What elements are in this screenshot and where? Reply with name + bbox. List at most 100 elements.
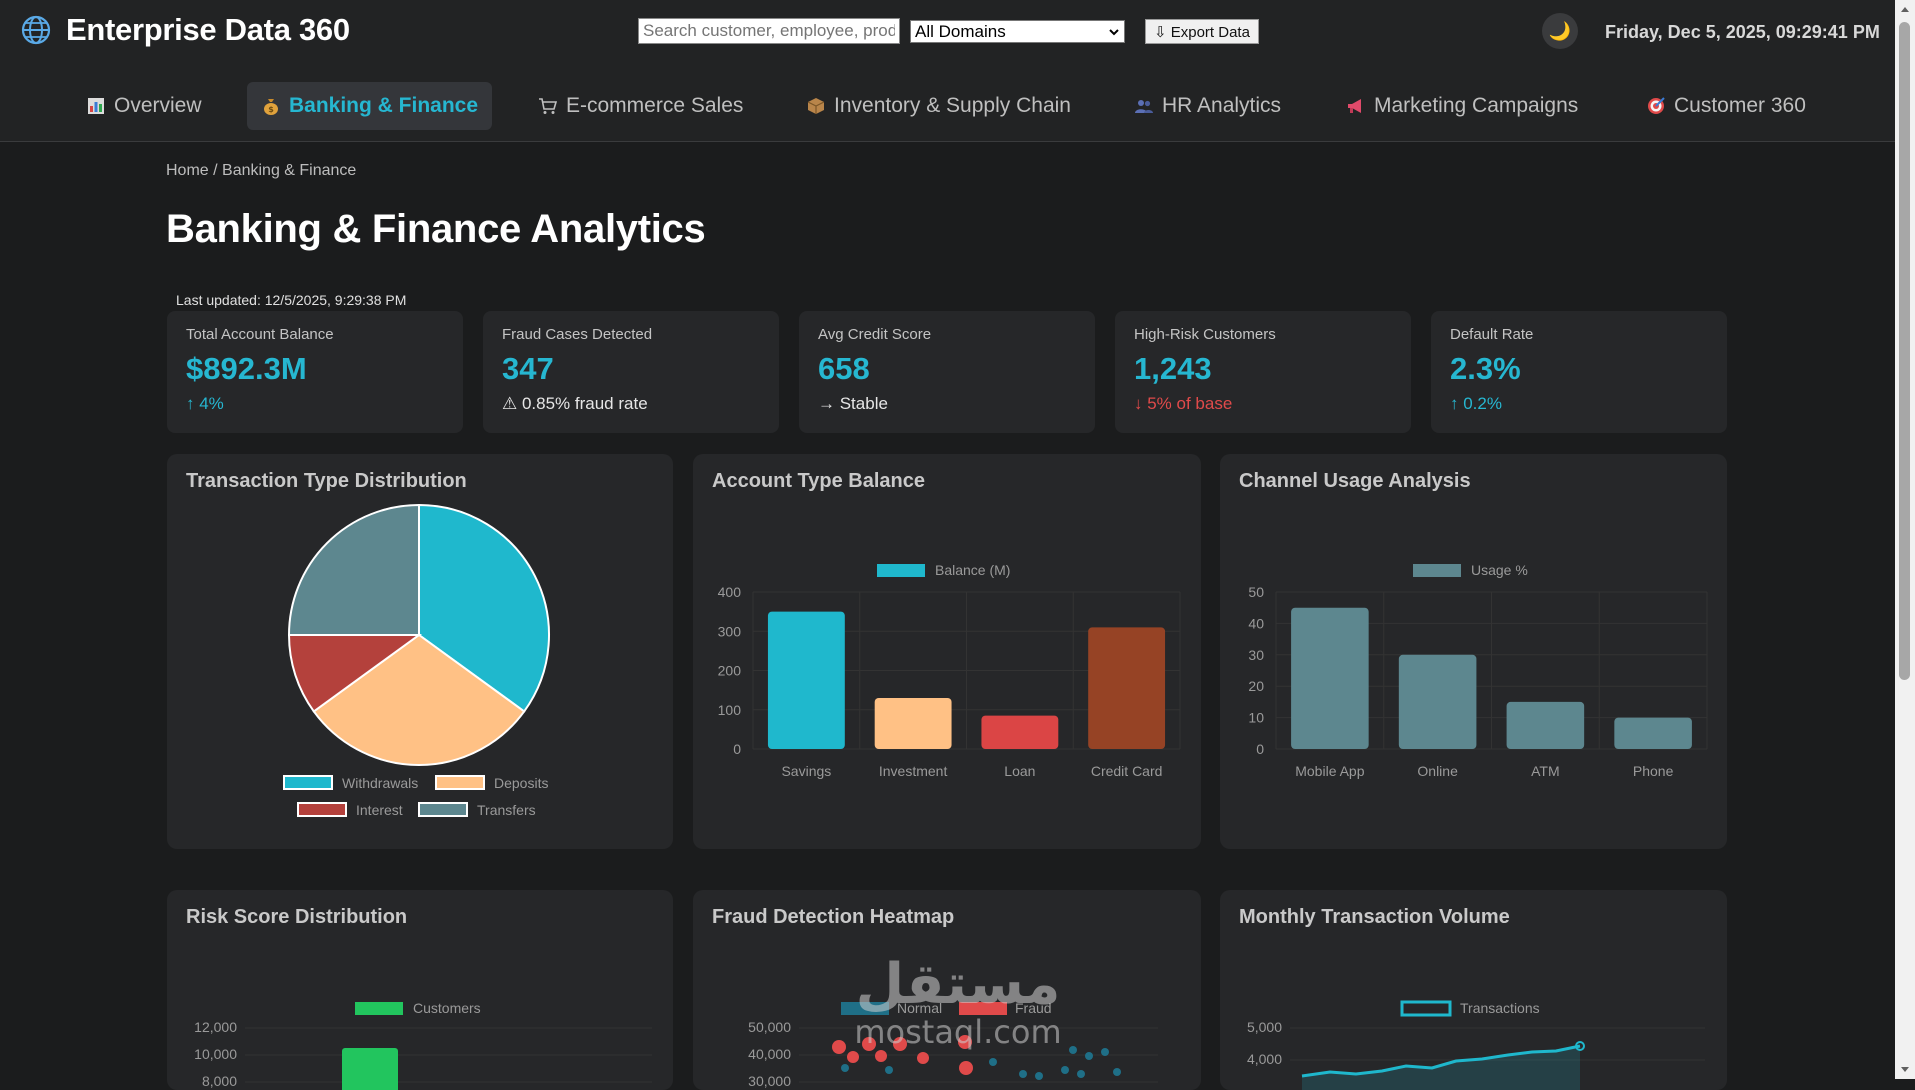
tab-ecommerce-sales[interactable]: E-commerce Sales xyxy=(524,82,757,130)
tab-marketing-campaigns[interactable]: Marketing Campaigns xyxy=(1332,82,1592,130)
kpi-label: Avg Credit Score xyxy=(818,326,932,343)
bar-investment xyxy=(874,697,952,749)
tab-overview[interactable]: Overview xyxy=(72,82,216,130)
legend-label: Balance (M) xyxy=(935,562,1010,578)
kpi-label: High-Risk Customers xyxy=(1134,326,1276,343)
legend-label: Normal xyxy=(897,1000,942,1016)
legend-label: Transactions xyxy=(1460,1000,1540,1016)
x-tick-label: Online xyxy=(1417,763,1458,779)
target-icon xyxy=(1648,97,1665,114)
kpi-label: Total Account Balance xyxy=(186,326,334,343)
page-title: Banking & Finance Analytics xyxy=(166,207,706,251)
fraud-point xyxy=(958,1035,972,1049)
chart-card-risk-score: Risk Score Distribution Customers 12,000… xyxy=(167,890,673,1090)
y-tick-label: 0 xyxy=(733,741,741,757)
fraud-point xyxy=(832,1040,846,1054)
x-tick-label: Mobile App xyxy=(1295,763,1364,779)
y-tick-label: 5,000 xyxy=(1247,1019,1282,1035)
kpi-card-credit-score: Avg Credit Score 658 → Stable xyxy=(799,311,1095,433)
y-tick-label: 50 xyxy=(1248,584,1264,600)
tab-label: E-commerce Sales xyxy=(566,94,744,117)
fraud-point xyxy=(847,1051,859,1063)
tab-banking-finance[interactable]: $ Banking & Finance xyxy=(247,82,493,130)
normal-point xyxy=(841,1064,849,1072)
tab-inventory-supply-chain[interactable]: Inventory & Supply Chain xyxy=(792,82,1085,130)
brand: Enterprise Data 360 xyxy=(20,12,350,48)
last-updated: Last updated: 12/5/2025, 9:29:38 PM xyxy=(176,292,407,308)
y-tick-label: 12,000 xyxy=(194,1019,237,1035)
bar-chart: 0 10 20 30 40 50 Mobile App Online ATM Phone Usage… xyxy=(1248,562,1708,779)
scrollbar-thumb[interactable] xyxy=(1899,22,1910,680)
tab-label: Banking & Finance xyxy=(289,94,479,117)
bar-online xyxy=(1398,654,1477,749)
domain-select-value: All Domains xyxy=(915,21,1006,41)
chart-title: Account Type Balance xyxy=(712,470,926,492)
kpi-label: Fraud Cases Detected xyxy=(502,326,653,343)
vertical-scrollbar[interactable] xyxy=(1895,0,1915,1079)
y-tick-label: 10,000 xyxy=(194,1046,237,1062)
kpi-value: 658 xyxy=(818,351,870,386)
x-tick-label: ATM xyxy=(1531,763,1560,779)
normal-point xyxy=(1085,1052,1093,1060)
bar-savings xyxy=(767,611,845,749)
fraud-point xyxy=(893,1037,907,1051)
kpi-trend: ↓ 5% of base xyxy=(1134,394,1233,413)
y-tick-label: 50,000 xyxy=(748,1019,791,1035)
chart-card-fraud-heatmap: Fraud Detection Heatmap Normal Fraud 50,… xyxy=(693,890,1201,1090)
kpi-trend: → Stable xyxy=(818,394,888,413)
scatter-chart: Normal Fraud 50,000 40,000 30,000 xyxy=(748,1000,1158,1089)
tab-label: Marketing Campaigns xyxy=(1374,94,1579,117)
normal-point xyxy=(1113,1068,1121,1076)
bar-credit-card xyxy=(1088,627,1166,749)
kpi-label: Default Rate xyxy=(1450,326,1534,343)
package-icon xyxy=(807,98,825,114)
y-tick-label: 100 xyxy=(718,702,742,718)
pie-slice-deposits xyxy=(312,633,526,766)
megaphone-icon xyxy=(1348,99,1361,113)
chart-card-monthly-volume: Monthly Transaction Volume Transactions … xyxy=(1220,890,1727,1090)
bar-phone xyxy=(1614,717,1692,749)
search-input[interactable] xyxy=(638,18,900,44)
kpi-card-total-balance: Total Account Balance $892.3M ↑ 4% xyxy=(167,311,463,433)
chart-card-account-balance: Account Type Balance 0 100 200 300 400 Saving… xyxy=(693,454,1201,849)
legend-swatch xyxy=(283,775,333,790)
y-tick-label: 20 xyxy=(1248,678,1264,694)
current-datetime: Friday, Dec 5, 2025, 09:29:41 PM xyxy=(1605,22,1880,42)
scroll-down-arrow-icon[interactable] xyxy=(1899,1063,1911,1075)
kpi-card-high-risk: High-Risk Customers 1,243 ↓ 5% of base xyxy=(1115,311,1411,433)
y-tick-label: 0 xyxy=(1256,741,1264,757)
x-tick-label: Investment xyxy=(879,763,948,779)
main-nav: Overview $ Banking & Finance E-commerce … xyxy=(0,62,1895,142)
people-icon xyxy=(1135,100,1153,113)
kpi-card-fraud-cases: Fraud Cases Detected 347 ⚠ 0.85% fraud r… xyxy=(483,311,779,433)
legend-label: Fraud xyxy=(1015,1000,1052,1016)
y-tick-label: 400 xyxy=(718,584,742,600)
normal-point xyxy=(1061,1066,1069,1074)
chart-title: Risk Score Distribution xyxy=(186,906,408,928)
theme-toggle-button[interactable]: 🌙 xyxy=(1542,13,1578,49)
bar-chart: Customers 12,000 10,000 8,000 xyxy=(194,1000,652,1090)
legend-swatch xyxy=(841,1002,889,1015)
kpi-value: 1,243 xyxy=(1134,351,1212,386)
bar-atm xyxy=(1506,701,1585,749)
chart-title: Channel Usage Analysis xyxy=(1239,470,1471,492)
bar-chart: 0 100 200 300 400 Savings Investment Loan Credit… xyxy=(718,562,1181,779)
domain-select[interactable]: All Domains xyxy=(910,20,1125,43)
tab-customer-360[interactable]: Customer 360 xyxy=(1632,82,1820,130)
series-line xyxy=(1301,1044,1581,1078)
tab-hr-analytics[interactable]: HR Analytics xyxy=(1120,82,1295,130)
kpi-trend: ↑ 4% xyxy=(186,394,224,413)
series-area xyxy=(1302,1046,1580,1090)
globe-icon xyxy=(21,15,51,45)
export-data-button[interactable]: ⇩ Export Data xyxy=(1145,19,1259,44)
legend-swatch xyxy=(959,1002,1007,1015)
normal-point xyxy=(1019,1070,1027,1078)
y-tick-label: 40 xyxy=(1248,615,1264,631)
y-tick-label: 8,000 xyxy=(202,1073,237,1089)
x-tick-label: Phone xyxy=(1633,763,1674,779)
chart-card-channel-usage: Channel Usage Analysis 0 10 20 30 40 50 Mobile… xyxy=(1220,454,1727,849)
bar xyxy=(342,1048,398,1090)
scroll-up-arrow-icon[interactable] xyxy=(1899,4,1911,16)
legend-label: Usage % xyxy=(1471,562,1528,578)
tab-label: Customer 360 xyxy=(1674,94,1806,117)
